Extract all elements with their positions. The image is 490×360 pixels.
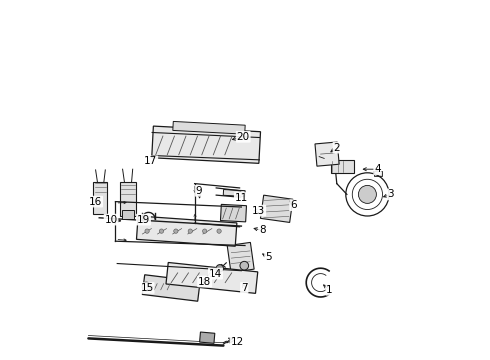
Circle shape (216, 265, 223, 272)
Text: 2: 2 (334, 143, 340, 153)
Text: 20: 20 (237, 132, 250, 142)
Bar (223, 189, 245, 197)
Text: 19: 19 (137, 215, 150, 225)
Text: 9: 9 (196, 186, 202, 196)
Bar (142, 275, 200, 301)
Circle shape (174, 229, 178, 233)
Circle shape (358, 185, 376, 203)
Bar (152, 126, 261, 163)
Circle shape (142, 282, 151, 291)
Bar (166, 262, 258, 293)
Bar (121, 181, 136, 216)
Bar (374, 171, 382, 176)
Bar (199, 332, 215, 343)
Circle shape (188, 229, 193, 233)
Text: 1: 1 (326, 285, 333, 295)
Text: 16: 16 (89, 197, 102, 207)
Bar (330, 160, 354, 173)
Text: 13: 13 (252, 206, 265, 216)
Circle shape (217, 229, 221, 233)
Text: 8: 8 (259, 225, 266, 235)
Bar (315, 142, 339, 166)
Circle shape (240, 261, 248, 270)
Bar (227, 242, 254, 273)
Text: 11: 11 (235, 193, 248, 203)
Bar (137, 216, 237, 246)
Bar (122, 210, 134, 219)
Bar (261, 195, 293, 222)
Bar (173, 121, 245, 134)
Circle shape (159, 229, 164, 233)
Text: 15: 15 (141, 283, 154, 293)
Text: 6: 6 (290, 200, 297, 210)
Bar (220, 204, 246, 222)
Circle shape (145, 229, 149, 233)
Text: 18: 18 (198, 276, 211, 287)
Text: 17: 17 (144, 156, 157, 166)
Text: 12: 12 (230, 337, 244, 347)
Text: 5: 5 (265, 252, 272, 262)
Text: 4: 4 (374, 164, 381, 174)
Text: 3: 3 (388, 189, 394, 199)
Text: 7: 7 (241, 283, 247, 293)
Bar (194, 275, 208, 287)
Text: 14: 14 (209, 269, 222, 279)
Bar (94, 182, 107, 214)
Circle shape (202, 229, 207, 233)
Text: 10: 10 (104, 215, 118, 225)
